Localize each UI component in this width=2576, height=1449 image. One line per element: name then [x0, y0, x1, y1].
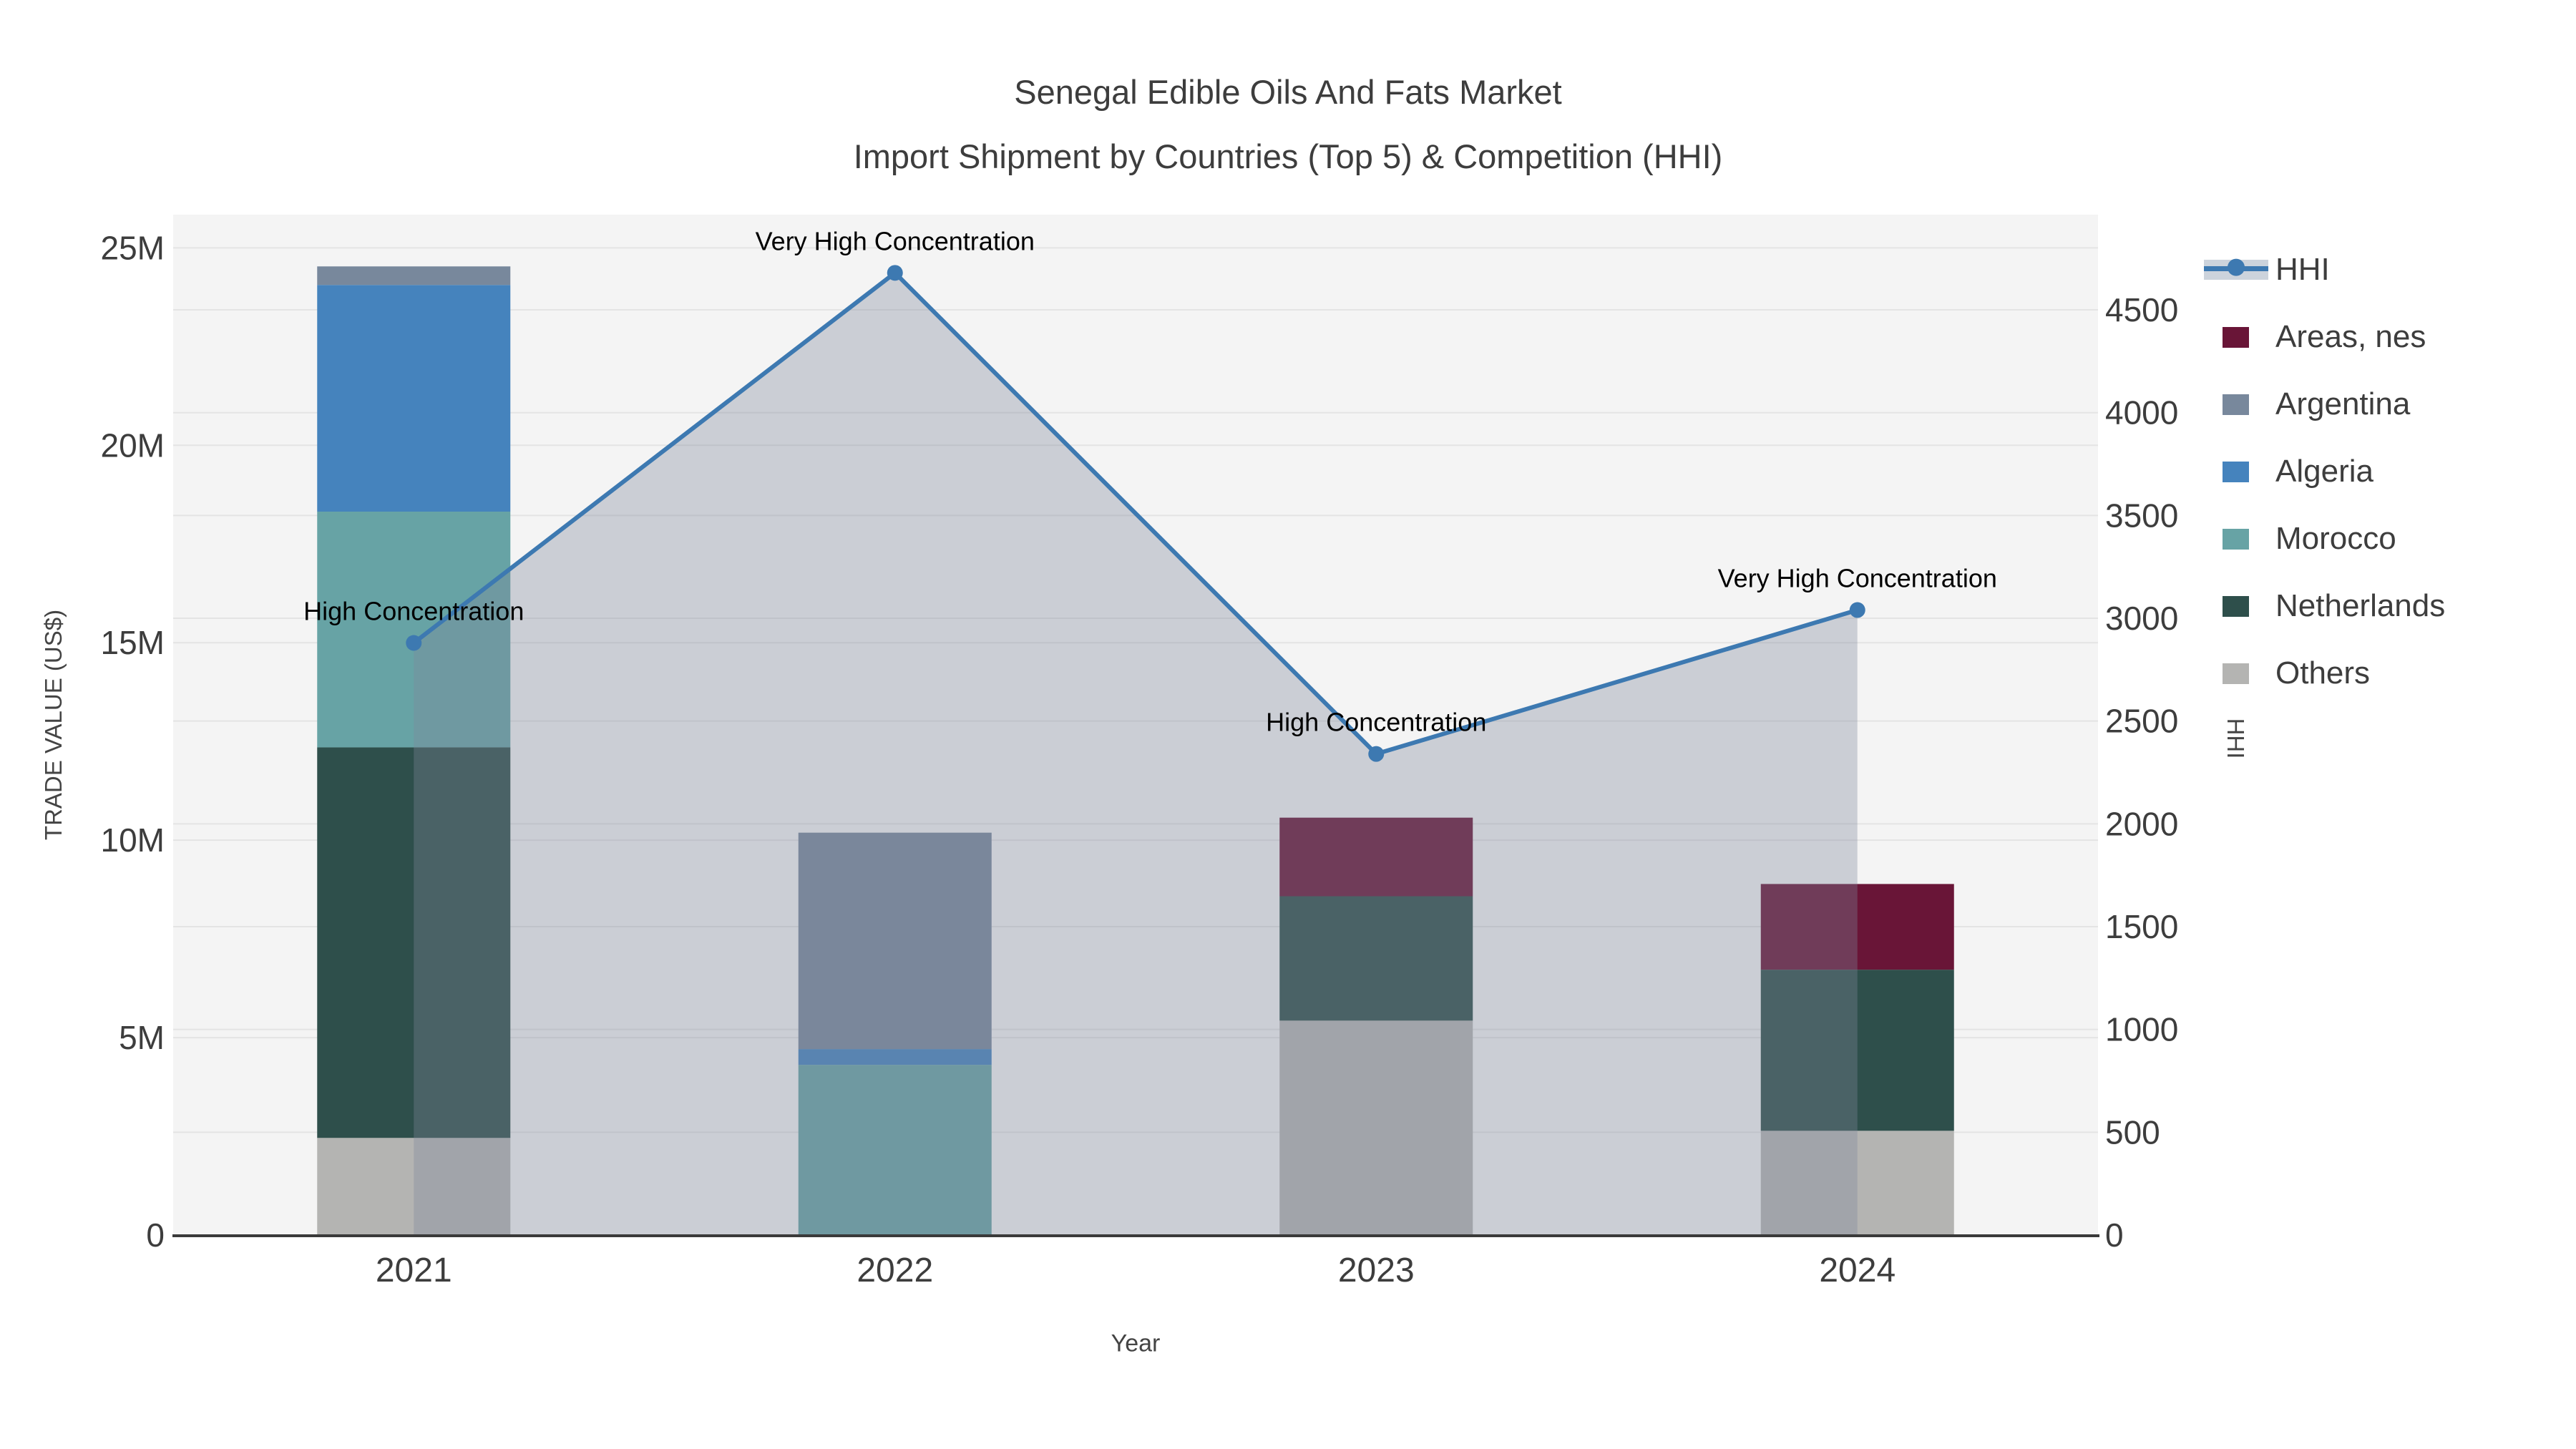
bar-segment-algeria-2022[interactable] [798, 1049, 992, 1065]
legend-item-others[interactable]: Others [2201, 640, 2576, 707]
hhi-marker-2023[interactable] [1368, 746, 1385, 762]
y-axis-title-left: TRADE VALUE (US$) [40, 609, 67, 841]
legend-color-swatch [2223, 663, 2249, 684]
annotation-2022: Very High Concentration [756, 226, 1035, 255]
legend-label: HHI [2275, 252, 2330, 287]
y-right-tick-label: 2500 [2105, 703, 2178, 740]
legend-item-argentina[interactable]: Argentina [2201, 371, 2576, 438]
legend-label: Algeria [2275, 454, 2373, 489]
y-left-tick-label: 20M [101, 426, 165, 464]
annotation-2023: High Concentration [1266, 708, 1486, 737]
y-right-tick-label: 500 [2105, 1113, 2160, 1151]
y-right-tick-label: 4000 [2105, 394, 2178, 431]
legend-color-swatch [2223, 595, 2249, 617]
legend-item-morocco[interactable]: Morocco [2201, 505, 2576, 572]
bar-segment-areas-nes-2023[interactable] [1279, 817, 1473, 897]
legend-label: Areas, nes [2275, 319, 2426, 354]
legend-label: Netherlands [2275, 588, 2446, 623]
legend-color-swatch [2223, 528, 2249, 550]
bar-segment-morocco-2022[interactable] [798, 1065, 992, 1235]
y-right-tick-label: 1500 [2105, 908, 2178, 945]
legend-color-swatch [2223, 394, 2249, 415]
y-left-tick-label: 5M [119, 1019, 165, 1056]
legend-label: Morocco [2275, 521, 2396, 556]
hhi-marker-2021[interactable] [406, 635, 422, 651]
bar-segment-others-2024[interactable] [1760, 1131, 1954, 1235]
x-tick-label-2023: 2023 [1338, 1252, 1415, 1289]
y-left-tick-label: 10M [101, 821, 165, 859]
legend-line-marker [2228, 258, 2245, 276]
hhi-area [414, 273, 1858, 1235]
y-right-tick-label: 4500 [2105, 291, 2178, 328]
legend-color-swatch [2223, 461, 2249, 482]
x-tick-label-2024: 2024 [1819, 1252, 1896, 1289]
y-right-tick-label: 0 [2105, 1216, 2124, 1254]
bar-segment-others-2023[interactable] [1279, 1020, 1473, 1235]
bar-segment-netherlands-2021[interactable] [317, 747, 511, 1138]
annotation-2024: Very High Concentration [1718, 564, 1997, 593]
bar-segment-argentina-2021[interactable] [317, 266, 511, 286]
bar-segment-algeria-2021[interactable] [317, 285, 511, 512]
legend: HHI Areas, nes Argentina Algeria Morocco Neth… [2201, 229, 2576, 714]
hhi-marker-2024[interactable] [1849, 602, 1865, 618]
hhi-marker-2022[interactable] [887, 265, 903, 281]
bar-segment-argentina-2022[interactable] [798, 832, 992, 1050]
annotation-2021: High Concentration [303, 597, 524, 626]
chart-title: Senegal Edible Oils And Fats Market [1014, 73, 1562, 111]
title-block: Senegal Edible Oils And Fats Market Impo… [0, 60, 2576, 189]
y-right-tick-label: 1000 [2105, 1011, 2178, 1048]
bar-segment-morocco-2021[interactable] [317, 511, 511, 748]
hhi-line [412, 270, 1858, 757]
x-axis-title: Year [1111, 1330, 1161, 1357]
y-left-tick-label: 0 [146, 1216, 165, 1254]
x-tick-label-2022: 2022 [857, 1252, 933, 1289]
chart-subtitle: Import Shipment by Countries (Top 5) & C… [853, 137, 1723, 175]
legend-label: Others [2275, 655, 2371, 691]
bar-segment-netherlands-2024[interactable] [1760, 970, 1954, 1131]
bar-segment-areas-nes-2024[interactable] [1760, 884, 1954, 970]
legend-label: Argentina [2275, 386, 2411, 421]
legend-item-netherlands[interactable]: Netherlands [2201, 572, 2576, 640]
legend-item-algeria[interactable]: Algeria [2201, 438, 2576, 505]
legend-line-swatch [2204, 258, 2268, 280]
y-left-tick-label: 15M [101, 624, 165, 661]
y-right-tick-label: 2000 [2105, 805, 2178, 842]
y-left-tick-label: 25M [101, 229, 165, 266]
bar-segment-netherlands-2023[interactable] [1279, 896, 1473, 1021]
bar-segment-others-2021[interactable] [317, 1138, 511, 1235]
legend-item-hhi[interactable]: HHI [2201, 236, 2576, 303]
x-tick-label-2021: 2021 [376, 1252, 452, 1289]
y-axis-title-right: HHI [2223, 718, 2249, 759]
legend-color-swatch [2223, 326, 2249, 348]
y-right-tick-label: 3000 [2105, 600, 2178, 637]
y-right-tick-label: 3500 [2105, 497, 2178, 534]
legend-item-areas-nes[interactable]: Areas, nes [2201, 303, 2576, 371]
